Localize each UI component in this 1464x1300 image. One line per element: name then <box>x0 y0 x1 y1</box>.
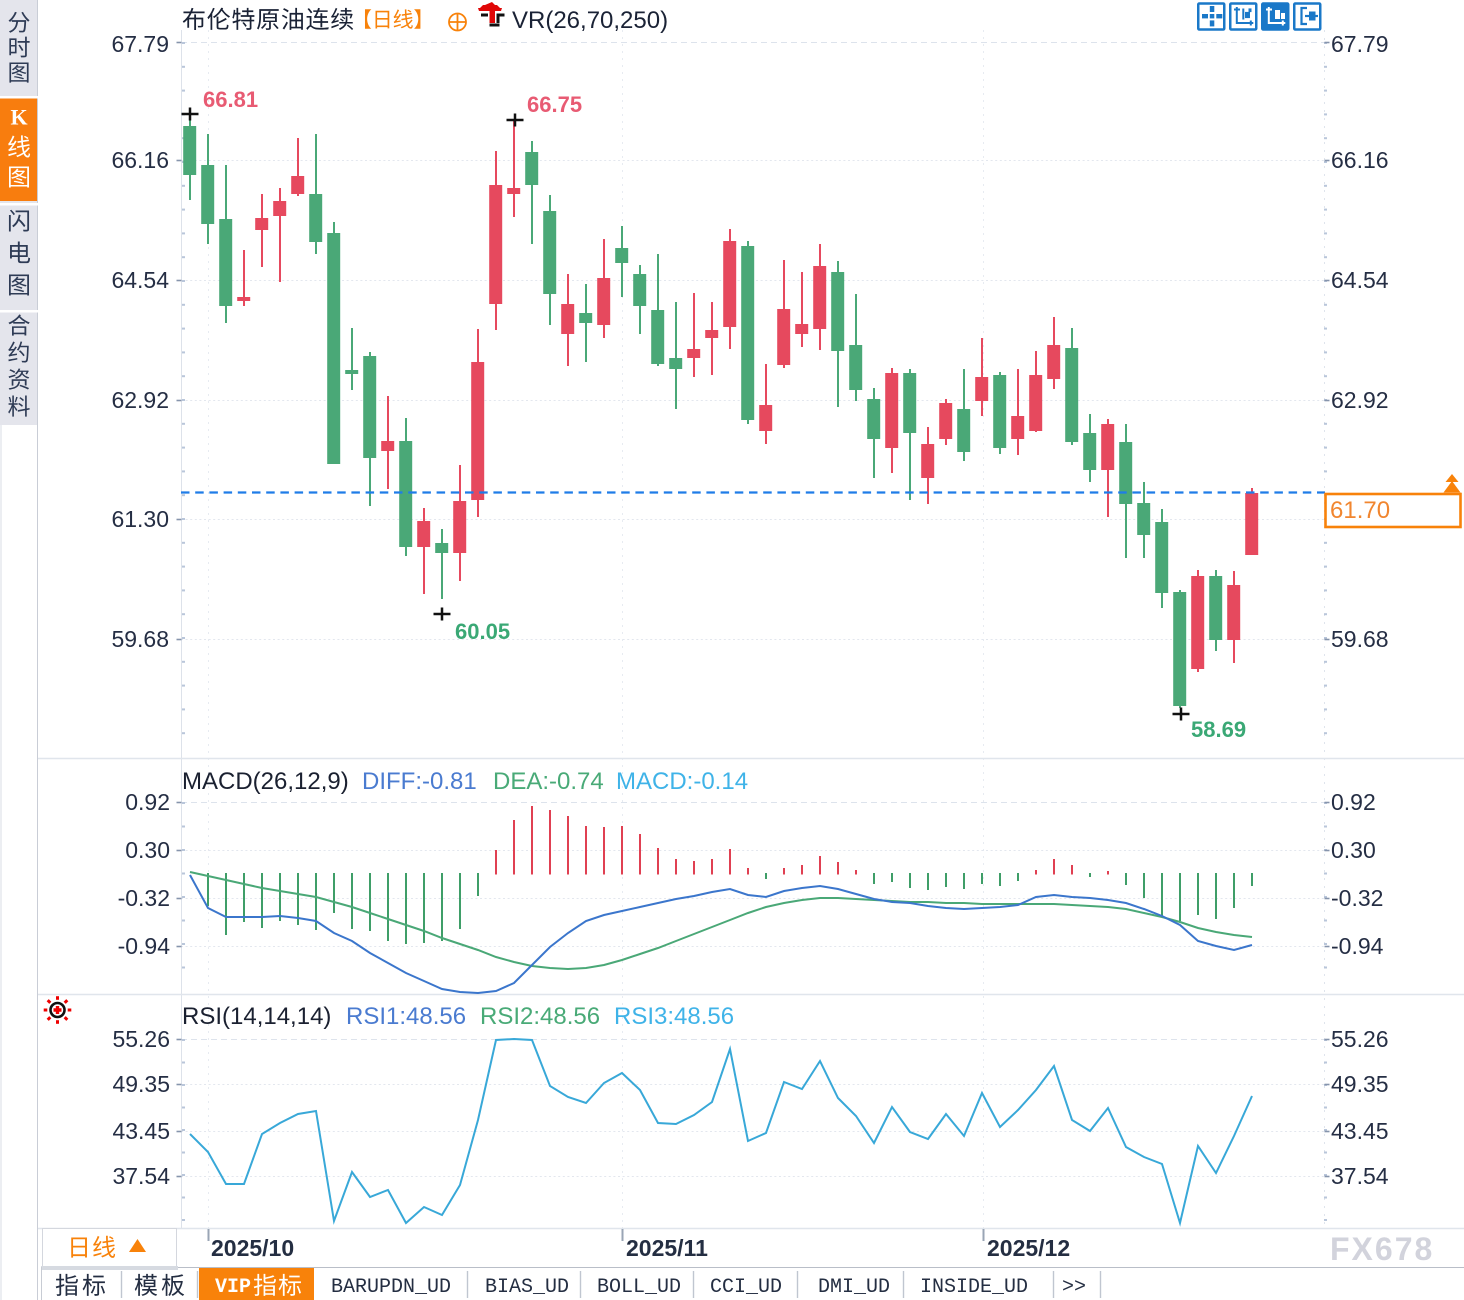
svg-text:FX678: FX678 <box>1330 1231 1434 1267</box>
svg-text:0.30: 0.30 <box>125 837 170 863</box>
svg-text:59.68: 59.68 <box>111 626 169 652</box>
svg-text:RSI2:48.56: RSI2:48.56 <box>480 1003 600 1030</box>
svg-text:64.54: 64.54 <box>111 267 169 293</box>
svg-text:67.79: 67.79 <box>1331 31 1389 57</box>
svg-text:49.35: 49.35 <box>1331 1071 1389 1097</box>
svg-text:49.35: 49.35 <box>112 1071 170 1097</box>
svg-text:BARUPDN_UD: BARUPDN_UD <box>331 1276 451 1299</box>
svg-text:INSIDE_UD: INSIDE_UD <box>920 1276 1028 1299</box>
svg-text:MACD(26,12,9): MACD(26,12,9) <box>182 768 349 795</box>
svg-text:K: K <box>10 105 27 130</box>
svg-text:60.05: 60.05 <box>455 619 510 644</box>
svg-text:43.45: 43.45 <box>1331 1118 1389 1144</box>
svg-text:55.26: 55.26 <box>1331 1026 1389 1052</box>
svg-text:DMI_UD: DMI_UD <box>818 1276 890 1299</box>
svg-text:0.92: 0.92 <box>125 789 170 815</box>
svg-text:59.68: 59.68 <box>1331 626 1389 652</box>
svg-text:66.75: 66.75 <box>527 92 582 117</box>
svg-text:66.16: 66.16 <box>1331 147 1389 173</box>
svg-text:66.16: 66.16 <box>111 147 169 173</box>
svg-text:62.92: 62.92 <box>111 387 169 413</box>
svg-text:-0.32: -0.32 <box>118 885 170 911</box>
svg-text:43.45: 43.45 <box>112 1118 170 1144</box>
svg-text:2025/12: 2025/12 <box>987 1235 1070 1261</box>
svg-text:RSI(14,14,14): RSI(14,14,14) <box>182 1003 331 1030</box>
svg-text:2025/11: 2025/11 <box>626 1235 708 1261</box>
svg-text:2025/10: 2025/10 <box>211 1235 294 1261</box>
svg-text:-0.32: -0.32 <box>1331 885 1383 911</box>
svg-text:VR(26,70,250): VR(26,70,250) <box>512 7 668 34</box>
svg-text:-0.94: -0.94 <box>1331 933 1384 959</box>
svg-text:CCI_UD: CCI_UD <box>710 1276 782 1299</box>
svg-text:37.54: 37.54 <box>112 1163 170 1189</box>
svg-text:>>: >> <box>1062 1276 1086 1299</box>
svg-text:BOLL_UD: BOLL_UD <box>597 1276 681 1299</box>
svg-text:0.92: 0.92 <box>1331 789 1376 815</box>
svg-text:-0.94: -0.94 <box>118 933 171 959</box>
svg-text:67.79: 67.79 <box>111 31 169 57</box>
svg-text:62.92: 62.92 <box>1331 387 1389 413</box>
svg-text:58.69: 58.69 <box>1191 717 1246 742</box>
svg-text:0.30: 0.30 <box>1331 837 1376 863</box>
svg-text:55.26: 55.26 <box>112 1026 170 1052</box>
svg-text:64.54: 64.54 <box>1331 267 1389 293</box>
svg-text:RSI3:48.56: RSI3:48.56 <box>614 1003 734 1030</box>
svg-text:BIAS_UD: BIAS_UD <box>485 1276 569 1299</box>
svg-text:RSI1:48.56: RSI1:48.56 <box>346 1003 466 1030</box>
svg-text:37.54: 37.54 <box>1331 1163 1389 1189</box>
svg-text:DEA:-0.74: DEA:-0.74 <box>493 768 604 795</box>
svg-text:66.81: 66.81 <box>203 87 258 112</box>
svg-text:61.70: 61.70 <box>1330 497 1390 524</box>
svg-text:DIFF:-0.81: DIFF:-0.81 <box>362 768 477 795</box>
svg-text:61.30: 61.30 <box>111 506 169 532</box>
svg-text:MACD:-0.14: MACD:-0.14 <box>616 768 748 795</box>
svg-text:VIP: VIP <box>215 1276 251 1299</box>
